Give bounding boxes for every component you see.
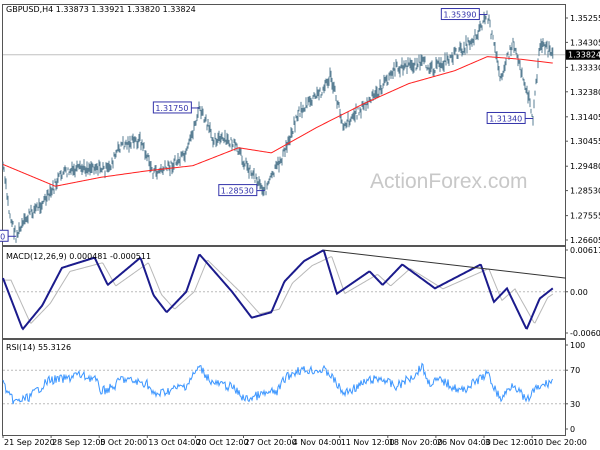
x-tick-label: 13 Oct 04:00 (148, 438, 200, 447)
macd-signal-line (3, 256, 554, 325)
moving-average-line (2, 56, 553, 187)
y-tick-label: 1.30455 (570, 137, 600, 146)
y-tick-label: 1.29480 (570, 162, 600, 171)
y-tick-label: 0 (570, 425, 575, 434)
x-tick-label: 3 Dec 12:00 (485, 438, 534, 447)
rsi-title: RSI(14) 55.3126 (6, 343, 71, 352)
y-tick-label: 100 (570, 341, 585, 350)
y-tick-label: 1.27555 (570, 212, 600, 221)
macd-line (2, 249, 554, 331)
y-tick-label: 1.35255 (570, 14, 600, 23)
macd-trendline (323, 249, 566, 279)
chart-header: GBPUSD,H4 1.33873 1.33921 1.33820 1.3382… (6, 5, 196, 14)
macd-panel (2, 246, 566, 339)
annotation-box (486, 111, 526, 124)
x-tick-label: 28 Sep 12:00 (52, 438, 105, 447)
y-tick-label: 0.006116 (570, 246, 600, 255)
annotation-label: 1.35390 (443, 11, 476, 20)
x-tick-label: 5 Oct 20:00 (100, 438, 147, 447)
y-tick-label: 1.34305 (570, 38, 600, 47)
rsi-panel (2, 339, 566, 436)
annotation-box (218, 184, 258, 197)
y-tick-label: 1.32380 (570, 88, 600, 97)
y-tick-label: 1.31405 (570, 113, 600, 122)
annotation-box (152, 101, 192, 114)
y-tick-label: 70 (570, 366, 580, 375)
annotation-label: 1.31750 (155, 104, 188, 113)
annotation-label: 1.28530 (221, 187, 254, 196)
y-tick-label: 1.28530 (570, 187, 600, 196)
macd-title: MACD(12,26,9) 0.000481 -0.000511 (6, 252, 151, 261)
rsi-line (2, 362, 554, 405)
annotation-box (440, 8, 480, 21)
current-price-box (566, 49, 600, 60)
y-tick-label: 1.26605 (570, 236, 600, 245)
x-tick-label: 20 Oct 12:00 (196, 438, 248, 447)
watermark: ActionForex.com (370, 170, 528, 193)
x-tick-label: 27 Oct 20:00 (245, 438, 297, 447)
x-tick-label: 26 Nov 04:00 (437, 438, 491, 447)
y-tick-label: 1.33330 (570, 63, 600, 72)
y-tick-label: -0.00604 (570, 329, 600, 338)
current-price-label: 1.33824 (568, 51, 600, 60)
x-tick-label: 21 Sep 2020 (4, 438, 55, 447)
x-tick-label: 11 Nov 12:00 (341, 438, 395, 447)
y-tick-label: 30 (570, 400, 580, 409)
annotation-box (0, 229, 9, 242)
annotation-label: 1.31340 (489, 114, 522, 123)
price-panel (2, 4, 566, 246)
annotation-label: 1.26750 (0, 232, 5, 241)
x-tick-label: 18 Nov 20:00 (389, 438, 443, 447)
x-tick-label: 4 Nov 04:00 (293, 438, 342, 447)
x-tick-label: 10 Dec 20:00 (533, 438, 587, 447)
y-tick-label: 0.00 (570, 288, 588, 297)
